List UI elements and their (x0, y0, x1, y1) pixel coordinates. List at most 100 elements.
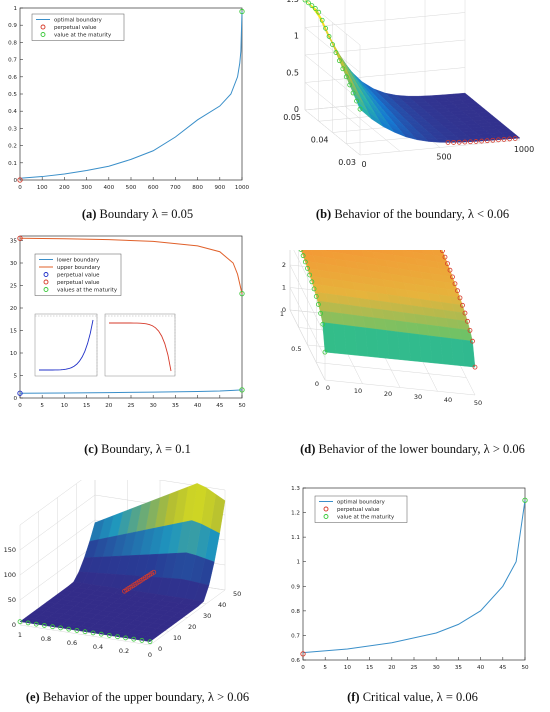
data-marker (336, 58, 342, 64)
x-tick-label: 30 (433, 665, 441, 671)
y-tick-label: 0.7 (291, 633, 300, 639)
data-marker (322, 349, 328, 355)
x-tick-label: 0 (18, 185, 22, 191)
y-tick-label: 35 (10, 239, 18, 245)
data-marker (316, 302, 321, 307)
data-marker (66, 626, 72, 632)
z-tick-label: 50 (8, 596, 16, 604)
y-tick-label: 0.6 (291, 658, 300, 664)
x-tick-label: 30 (150, 403, 158, 409)
x-tick-label: 100 (37, 185, 48, 191)
x-tick-label: 15 (83, 403, 91, 409)
x-tick-label: 400 (103, 185, 114, 191)
data-marker (462, 310, 468, 316)
x-tick-label: 0.8 (41, 635, 51, 643)
x-tick-label: 25 (127, 403, 135, 409)
data-marker (347, 82, 353, 88)
x-tick-label: 500 (436, 153, 451, 162)
y-tick-label: 0.04 (311, 136, 329, 145)
y-tick-label: 1.2 (291, 511, 300, 517)
data-marker (343, 74, 349, 80)
data-marker (495, 137, 501, 143)
y-tick-label: 1 (280, 310, 284, 318)
z-tick-label: 0 (282, 306, 286, 314)
y-tick-label: 30 (203, 612, 211, 620)
legend-label: lower boundary (57, 258, 100, 264)
data-marker (309, 279, 315, 285)
series-line (19, 389, 243, 394)
x-tick-label: 800 (192, 185, 203, 191)
x-tick-label: 50 (521, 665, 529, 671)
x-tick-label: 0.6 (67, 639, 77, 647)
x-tick-label: 25 (410, 665, 418, 671)
z-tick-label: 2 (282, 261, 286, 269)
caption-b-text: Behavior of the boundary, λ < 0.06 (334, 207, 510, 221)
data-marker (456, 139, 462, 145)
data-marker (470, 338, 475, 344)
data-marker (522, 497, 528, 503)
data-marker (90, 630, 96, 636)
inset-frame (104, 313, 176, 377)
data-marker (340, 66, 346, 72)
data-marker (455, 288, 460, 294)
data-marker (33, 621, 39, 627)
y-tick-label: 50 (233, 590, 241, 598)
caption-e-tag: (e) (25, 690, 40, 704)
y-tick-label: 25 (10, 284, 18, 290)
x-tick-label: 40 (194, 403, 202, 409)
data-marker (115, 634, 120, 640)
data-marker (484, 138, 490, 144)
data-marker (445, 140, 451, 145)
series-line (19, 237, 243, 294)
legend-label: optimal boundary (54, 18, 103, 24)
data-marker (123, 635, 129, 641)
data-marker (467, 328, 473, 333)
data-marker (447, 267, 453, 273)
data-marker (300, 253, 306, 259)
x-tick-label: 20 (388, 665, 396, 671)
data-marker (312, 6, 318, 11)
data-marker (17, 619, 23, 625)
data-marker (309, 3, 315, 9)
z-tick-label: 100 (4, 571, 16, 579)
data-marker (302, 259, 308, 265)
data-marker (326, 34, 332, 39)
data-marker (300, 651, 306, 657)
x-tick-label: 35 (455, 665, 463, 671)
legend-label: optimal boundary (337, 500, 386, 506)
x-tick-label: 20 (105, 403, 113, 409)
data-marker (320, 321, 326, 327)
legend-marker (43, 287, 49, 292)
data-marker (350, 90, 356, 96)
y-tick-label: 5 (13, 374, 17, 380)
data-marker (323, 25, 329, 31)
x-tick-label: 10 (61, 403, 69, 409)
x-tick-label: 0.4 (93, 643, 103, 651)
y-tick-label: 10 (10, 351, 18, 357)
data-marker (306, 0, 311, 6)
y-tick-label: 0 (315, 380, 319, 388)
chart-c: 0 5 10 15 20 25 30 35 40 45 50 0 5 10 15 20 25 30 35 lower … (10, 235, 246, 409)
data-marker (239, 387, 245, 393)
data-marker (512, 136, 518, 141)
data-marker (440, 250, 445, 254)
data-marker (479, 138, 485, 144)
data-marker (305, 265, 310, 271)
data-marker (490, 137, 496, 143)
chart-f: 0 5 10 15 20 25 30 35 40 45 50 0.6 0.7 0.8 0.9 1 1.1 1.2 1… (291, 486, 529, 671)
legend-label: perpetual value (57, 273, 100, 279)
x-tick-label: 0 (18, 403, 22, 409)
z-tick-label: 0 (294, 105, 299, 114)
caption-d-text: Behavior of the lower boundary, λ > 0.06 (318, 442, 525, 456)
data-marker (318, 310, 324, 316)
x-tick-label: 700 (170, 185, 181, 191)
y-tick-label: 40 (218, 601, 226, 609)
y-tick-label: 0.5 (8, 92, 17, 98)
caption-e: (e) Behavior of the upper boundary, λ > … (0, 690, 275, 705)
x-tick-label: 0 (301, 665, 305, 671)
y-tick-label: 0.7 (8, 58, 17, 64)
caption-b-tag: (b) (315, 207, 332, 221)
data-marker (311, 286, 317, 292)
caption-f-tag: (f) (347, 690, 360, 704)
